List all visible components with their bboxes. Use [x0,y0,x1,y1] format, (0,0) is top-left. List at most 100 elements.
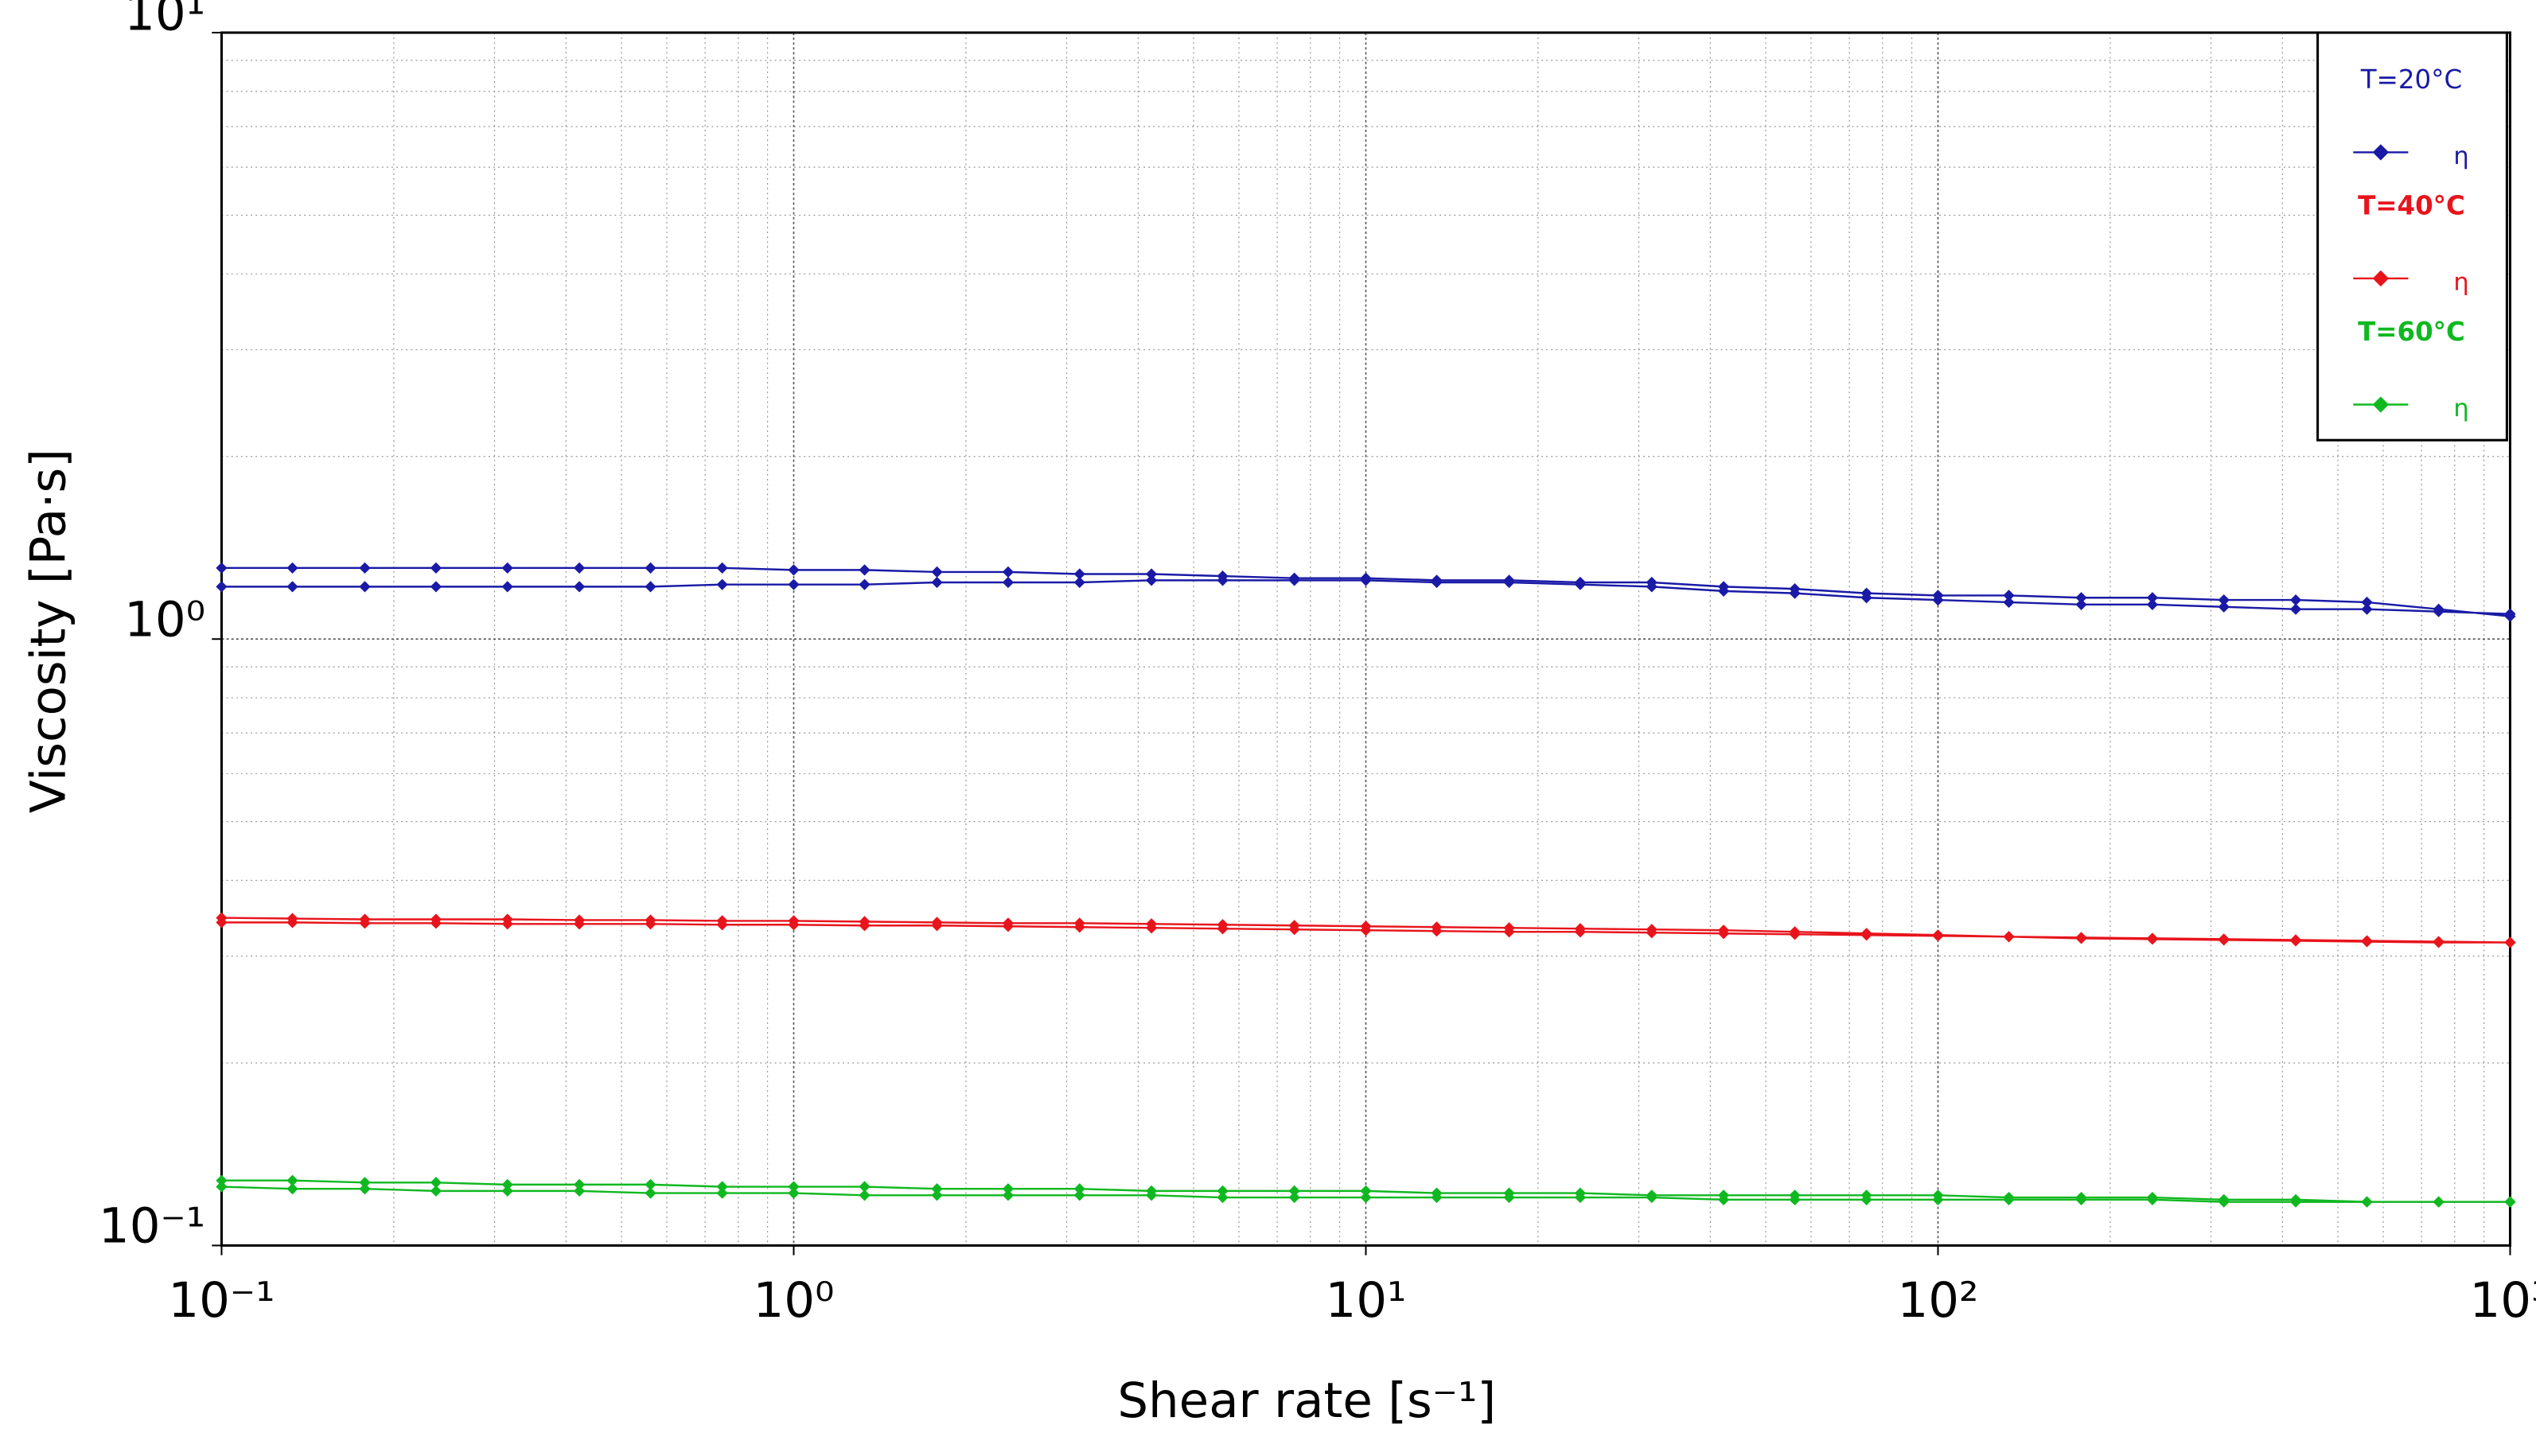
data-point [2289,603,2302,615]
legend-label: η [2453,269,2468,297]
data-point [1646,1191,1658,1204]
data-point [1360,574,1372,586]
data-point [1002,566,1015,578]
data-point [931,566,943,578]
data-point [1360,1191,1372,1204]
data-point [2218,594,2230,606]
data-point [2003,596,2015,609]
data-point [1503,576,1515,589]
x-tick-label: 10² [1897,1272,1978,1329]
data-point [2433,936,2444,948]
data-point [359,1183,371,1195]
data-point [2218,601,2230,613]
data-point [716,578,728,590]
data-point [2146,1193,2159,1205]
data-point [716,1187,728,1199]
data-point [1002,921,1015,932]
data-point [788,564,800,576]
data-point [501,562,513,574]
legend-label: η [2453,142,2468,170]
data-point [2003,931,2015,943]
data-point [430,562,442,574]
data-point [1431,925,1443,937]
data-point [2289,934,2302,946]
data-point [2218,1196,2230,1208]
y-tick-label: 10¹ [124,0,205,41]
data-point [931,576,943,589]
data-point [573,581,586,593]
y-tick-label: 10⁻¹ [99,1198,205,1255]
data-point [716,562,728,574]
data-point [501,918,513,930]
data-point [286,562,298,574]
x-axis-label: Shear rate [s⁻¹] [1117,1372,1496,1429]
data-point [1073,576,1085,589]
data-point [1574,926,1587,938]
data-point [1217,1185,1229,1197]
data-point [1145,922,1158,934]
data-point [859,1181,871,1193]
data-point [931,920,943,932]
data-point [286,1183,298,1195]
data-point [2075,592,2087,604]
data-point [645,562,656,574]
data-point [645,581,656,593]
data-point [2218,933,2230,945]
legend-title: T=20°C [2360,64,2462,95]
data-point [1860,929,1872,941]
x-tick-label: 10⁰ [753,1272,834,1329]
data-point [573,1185,586,1197]
data-point [1073,568,1085,580]
data-point [430,1185,442,1197]
legend-title: T=40°C [2358,191,2465,221]
data-point [359,581,371,593]
data-point [2289,594,2302,606]
legend-marker [2372,144,2390,161]
data-point [859,578,871,590]
data-point [2003,590,2015,601]
y-axis-label: Viscosity [Pa·s] [21,449,77,813]
data-point [2075,932,2087,944]
data-point [788,578,800,590]
x-tick-label: 10⁻¹ [168,1272,275,1329]
data-point [2289,1196,2302,1208]
data-point [1217,1191,1229,1204]
data-point [1145,568,1158,580]
data-point [216,1181,228,1193]
legend-box [2316,31,2508,442]
legend-title: T=60°C [2358,317,2465,347]
data-point [573,918,586,930]
data-point [859,564,871,576]
data-point [1288,1191,1300,1204]
data-point [1002,1189,1015,1201]
data-point [1860,592,1872,604]
data-point [2361,603,2373,615]
data-point [2361,596,2373,609]
data-point [1288,574,1300,586]
data-point [2433,1196,2444,1208]
data-point [2504,1196,2516,1208]
data-point [2003,1193,2015,1205]
data-point [286,581,298,593]
data-point [216,562,228,574]
x-tick-label: 10³ [2469,1272,2536,1329]
data-point [2504,936,2516,948]
plot-frame [220,31,2512,1247]
data-point [216,581,228,593]
data-point [501,581,513,593]
data-point [430,581,442,593]
data-point [859,920,871,932]
data-point [1217,574,1229,586]
series-line [221,1179,2511,1203]
data-point [1574,578,1587,590]
data-point [1145,574,1158,586]
data-point [1431,1191,1443,1204]
data-point [788,1187,800,1199]
data-point [2146,598,2159,610]
data-point [573,562,586,574]
data-point [216,1174,228,1186]
data-point [1073,1189,1085,1201]
legend-label: η [2453,395,2468,422]
data-point [1932,930,1944,942]
